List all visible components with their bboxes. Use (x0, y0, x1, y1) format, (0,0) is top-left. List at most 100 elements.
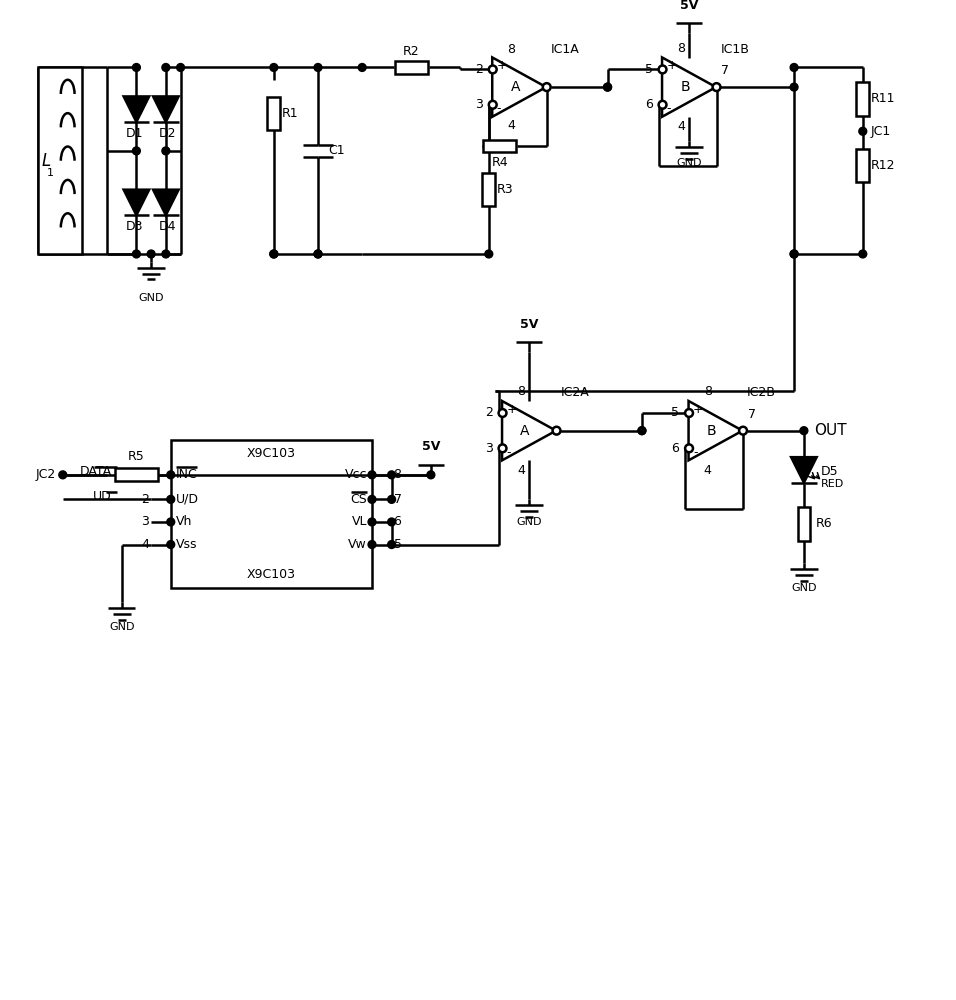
Text: R12: R12 (871, 159, 895, 172)
Polygon shape (663, 57, 716, 117)
Text: 2: 2 (475, 63, 483, 76)
Polygon shape (688, 401, 743, 460)
Circle shape (315, 250, 322, 258)
Text: 8: 8 (704, 385, 711, 398)
Circle shape (133, 250, 141, 258)
Circle shape (638, 427, 646, 435)
Text: X9C103: X9C103 (247, 568, 295, 581)
Polygon shape (492, 57, 546, 117)
Text: 5V: 5V (520, 318, 538, 331)
Text: IC2A: IC2A (560, 386, 589, 399)
Text: R1: R1 (282, 107, 298, 120)
Text: 5: 5 (394, 538, 402, 551)
Circle shape (543, 83, 551, 91)
Text: CS: CS (350, 493, 367, 506)
Text: D1: D1 (125, 127, 143, 140)
Circle shape (791, 250, 798, 258)
Circle shape (270, 64, 278, 71)
Circle shape (659, 66, 666, 73)
Circle shape (791, 64, 798, 71)
Text: B: B (706, 424, 716, 438)
Text: -: - (497, 102, 501, 115)
Text: RED: RED (820, 479, 844, 489)
Text: IC1B: IC1B (721, 43, 750, 56)
Polygon shape (153, 190, 179, 215)
Circle shape (388, 471, 396, 479)
Circle shape (603, 83, 612, 91)
Text: A: A (511, 80, 520, 94)
Bar (268, 97, 280, 130)
Text: L: L (41, 152, 51, 170)
Text: -: - (507, 446, 511, 459)
Text: 7: 7 (748, 408, 756, 421)
Circle shape (147, 250, 155, 258)
Text: U/D: U/D (176, 493, 199, 506)
Circle shape (489, 66, 497, 73)
Text: 1: 1 (141, 468, 149, 481)
Text: D5: D5 (820, 465, 838, 478)
Circle shape (358, 64, 366, 71)
Circle shape (499, 444, 507, 452)
Text: B: B (681, 80, 690, 94)
Text: 7: 7 (722, 64, 729, 77)
Circle shape (685, 409, 693, 417)
Circle shape (685, 444, 693, 452)
Text: D4: D4 (159, 220, 177, 233)
Text: GND: GND (676, 158, 702, 168)
Text: DATA: DATA (79, 465, 112, 478)
Circle shape (133, 147, 141, 155)
Text: 6: 6 (394, 515, 402, 528)
Polygon shape (502, 401, 556, 460)
Circle shape (162, 147, 170, 155)
Text: 4: 4 (141, 538, 149, 551)
Bar (115, 468, 158, 481)
Polygon shape (123, 190, 149, 215)
Circle shape (368, 495, 376, 503)
Bar (797, 507, 811, 541)
Circle shape (177, 64, 185, 71)
Text: UD: UD (93, 490, 112, 503)
Circle shape (270, 250, 278, 258)
Circle shape (59, 471, 67, 479)
Circle shape (858, 250, 867, 258)
Circle shape (659, 101, 666, 109)
Circle shape (638, 427, 646, 435)
Text: +: + (693, 403, 704, 416)
Text: -: - (666, 102, 671, 115)
Circle shape (368, 518, 376, 526)
Text: IC1A: IC1A (551, 43, 579, 56)
Circle shape (167, 541, 175, 548)
Polygon shape (153, 96, 179, 122)
Text: 3: 3 (475, 98, 483, 111)
Circle shape (800, 427, 808, 435)
Circle shape (315, 64, 322, 71)
Bar (483, 140, 516, 152)
Text: -: - (693, 446, 698, 459)
Text: GND: GND (139, 293, 163, 303)
Text: D2: D2 (159, 127, 177, 140)
Bar (857, 149, 869, 182)
Text: IC2B: IC2B (747, 386, 776, 399)
Text: 3: 3 (141, 515, 149, 528)
Text: 2: 2 (141, 493, 149, 506)
Circle shape (388, 495, 396, 503)
Circle shape (368, 541, 376, 548)
Text: GND: GND (792, 583, 816, 593)
Text: +: + (666, 59, 677, 72)
Text: +: + (497, 59, 508, 72)
Text: JC1: JC1 (871, 125, 891, 138)
Circle shape (167, 471, 175, 479)
Text: 1: 1 (47, 168, 54, 178)
Text: 3: 3 (485, 442, 492, 455)
Text: Vh: Vh (176, 515, 192, 528)
Circle shape (388, 541, 396, 548)
Bar (857, 82, 869, 116)
Circle shape (315, 250, 322, 258)
Text: 8: 8 (394, 468, 402, 481)
Text: 5: 5 (644, 63, 653, 76)
Text: C1: C1 (328, 144, 344, 157)
Circle shape (167, 518, 175, 526)
Text: GND: GND (516, 517, 542, 527)
Text: R6: R6 (815, 517, 833, 530)
Text: VL: VL (352, 515, 367, 528)
